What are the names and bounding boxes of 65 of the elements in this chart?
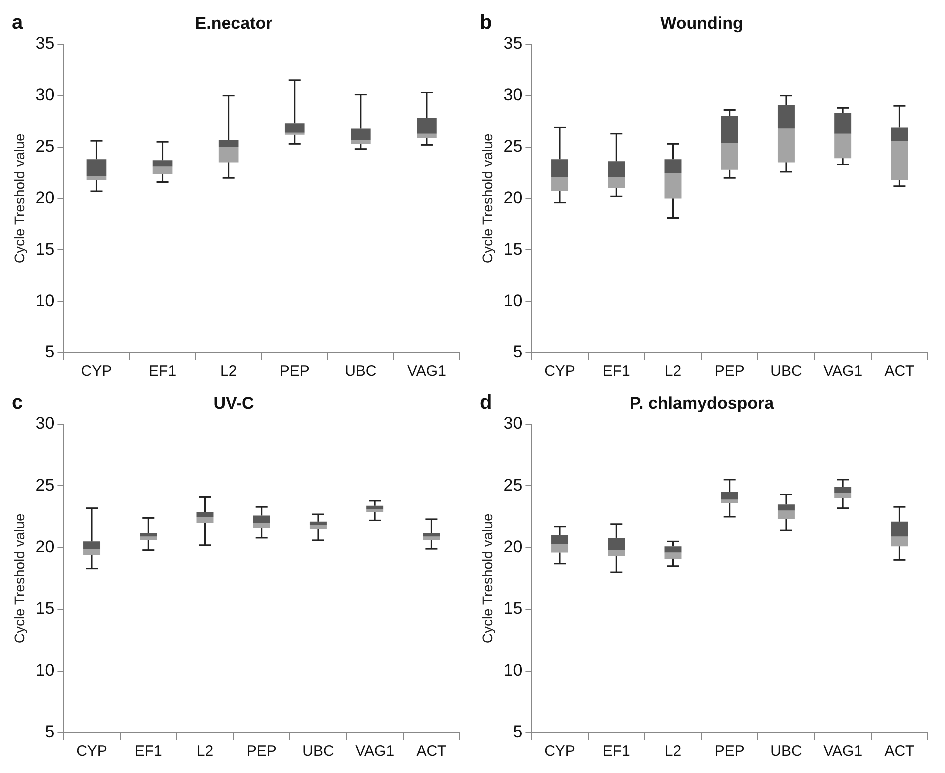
- x-tick-label: ACT: [884, 743, 915, 760]
- y-tick-label: 10: [504, 291, 523, 310]
- y-tick-label: 15: [504, 240, 523, 259]
- y-tick-label: 30: [36, 414, 55, 434]
- y-tick-label: 10: [36, 660, 55, 680]
- y-tick-label: 20: [504, 188, 523, 208]
- y-tick-label: 35: [36, 34, 55, 54]
- x-tick-label: CYP: [81, 363, 112, 380]
- y-tick-label: 5: [45, 722, 55, 742]
- x-tick-label: UBC: [345, 363, 377, 380]
- y-tick-label: 5: [513, 342, 523, 362]
- y-tick-label: 35: [504, 34, 523, 54]
- y-tick-label: 5: [45, 342, 55, 362]
- x-tick-label: VAG1: [824, 363, 863, 380]
- y-axis-title: Cycle Treshold value: [479, 134, 496, 264]
- x-tick-label: CYP: [544, 363, 576, 380]
- x-tick-label: PEP: [714, 743, 745, 760]
- y-tick-label: 30: [504, 414, 523, 434]
- x-tick-label: L2: [196, 743, 214, 760]
- y-tick-label: 15: [504, 599, 523, 618]
- x-tick-label: ACT: [416, 743, 447, 760]
- y-tick-label: 15: [36, 599, 55, 618]
- y-axis-title: Cycle Treshold value: [11, 514, 28, 644]
- x-tick-label: PEP: [280, 363, 310, 380]
- y-tick-label: 30: [36, 86, 55, 105]
- y-tick-label: 10: [504, 660, 523, 680]
- chart-title: P. chlamydospora: [630, 394, 775, 413]
- x-tick-label: EF1: [602, 743, 630, 760]
- x-tick-label: CYP: [76, 743, 108, 760]
- x-tick-label: L2: [664, 743, 682, 760]
- x-tick-label: UBC: [770, 363, 802, 380]
- x-tick-label: PEP: [714, 363, 745, 380]
- y-tick-label: 25: [36, 136, 55, 156]
- text: d: [480, 392, 492, 415]
- x-tick-label: PEP: [246, 743, 277, 760]
- y-tick-label: 20: [36, 538, 55, 557]
- y-tick-label: 10: [36, 291, 55, 310]
- x-tick-label: L2: [664, 363, 682, 380]
- x-tick-label: ACT: [884, 363, 915, 380]
- x-tick-label: UBC: [770, 743, 802, 760]
- y-tick-label: 5: [513, 722, 523, 742]
- x-tick-label: EF1: [602, 363, 630, 380]
- text: a: [12, 12, 24, 35]
- y-tick-label: 20: [36, 188, 55, 208]
- x-tick-label: VAG1: [824, 743, 863, 760]
- x-tick-label: L2: [220, 363, 238, 380]
- y-tick-label: 30: [504, 86, 523, 105]
- chart-title: UV-C: [214, 394, 254, 413]
- x-tick-label: EF1: [134, 743, 162, 760]
- y-axis-title: Cycle Treshold value: [11, 134, 28, 264]
- x-tick-label: UBC: [302, 743, 334, 760]
- chart-title: E.necator: [195, 14, 274, 33]
- text: c: [12, 392, 24, 415]
- x-tick-label: EF1: [149, 363, 177, 380]
- y-axis-title: Cycle Treshold value: [479, 514, 496, 644]
- x-tick-label: VAG1: [356, 743, 395, 760]
- y-tick-label: 15: [36, 240, 55, 259]
- y-tick-label: 25: [36, 476, 55, 495]
- x-tick-label: VAG1: [408, 363, 446, 380]
- y-tick-label: 25: [504, 136, 523, 156]
- y-tick-label: 20: [504, 538, 523, 557]
- x-tick-label: CYP: [544, 743, 576, 760]
- chart-title: Wounding: [660, 14, 744, 33]
- text: b: [480, 12, 492, 35]
- y-tick-label: 25: [504, 476, 523, 495]
